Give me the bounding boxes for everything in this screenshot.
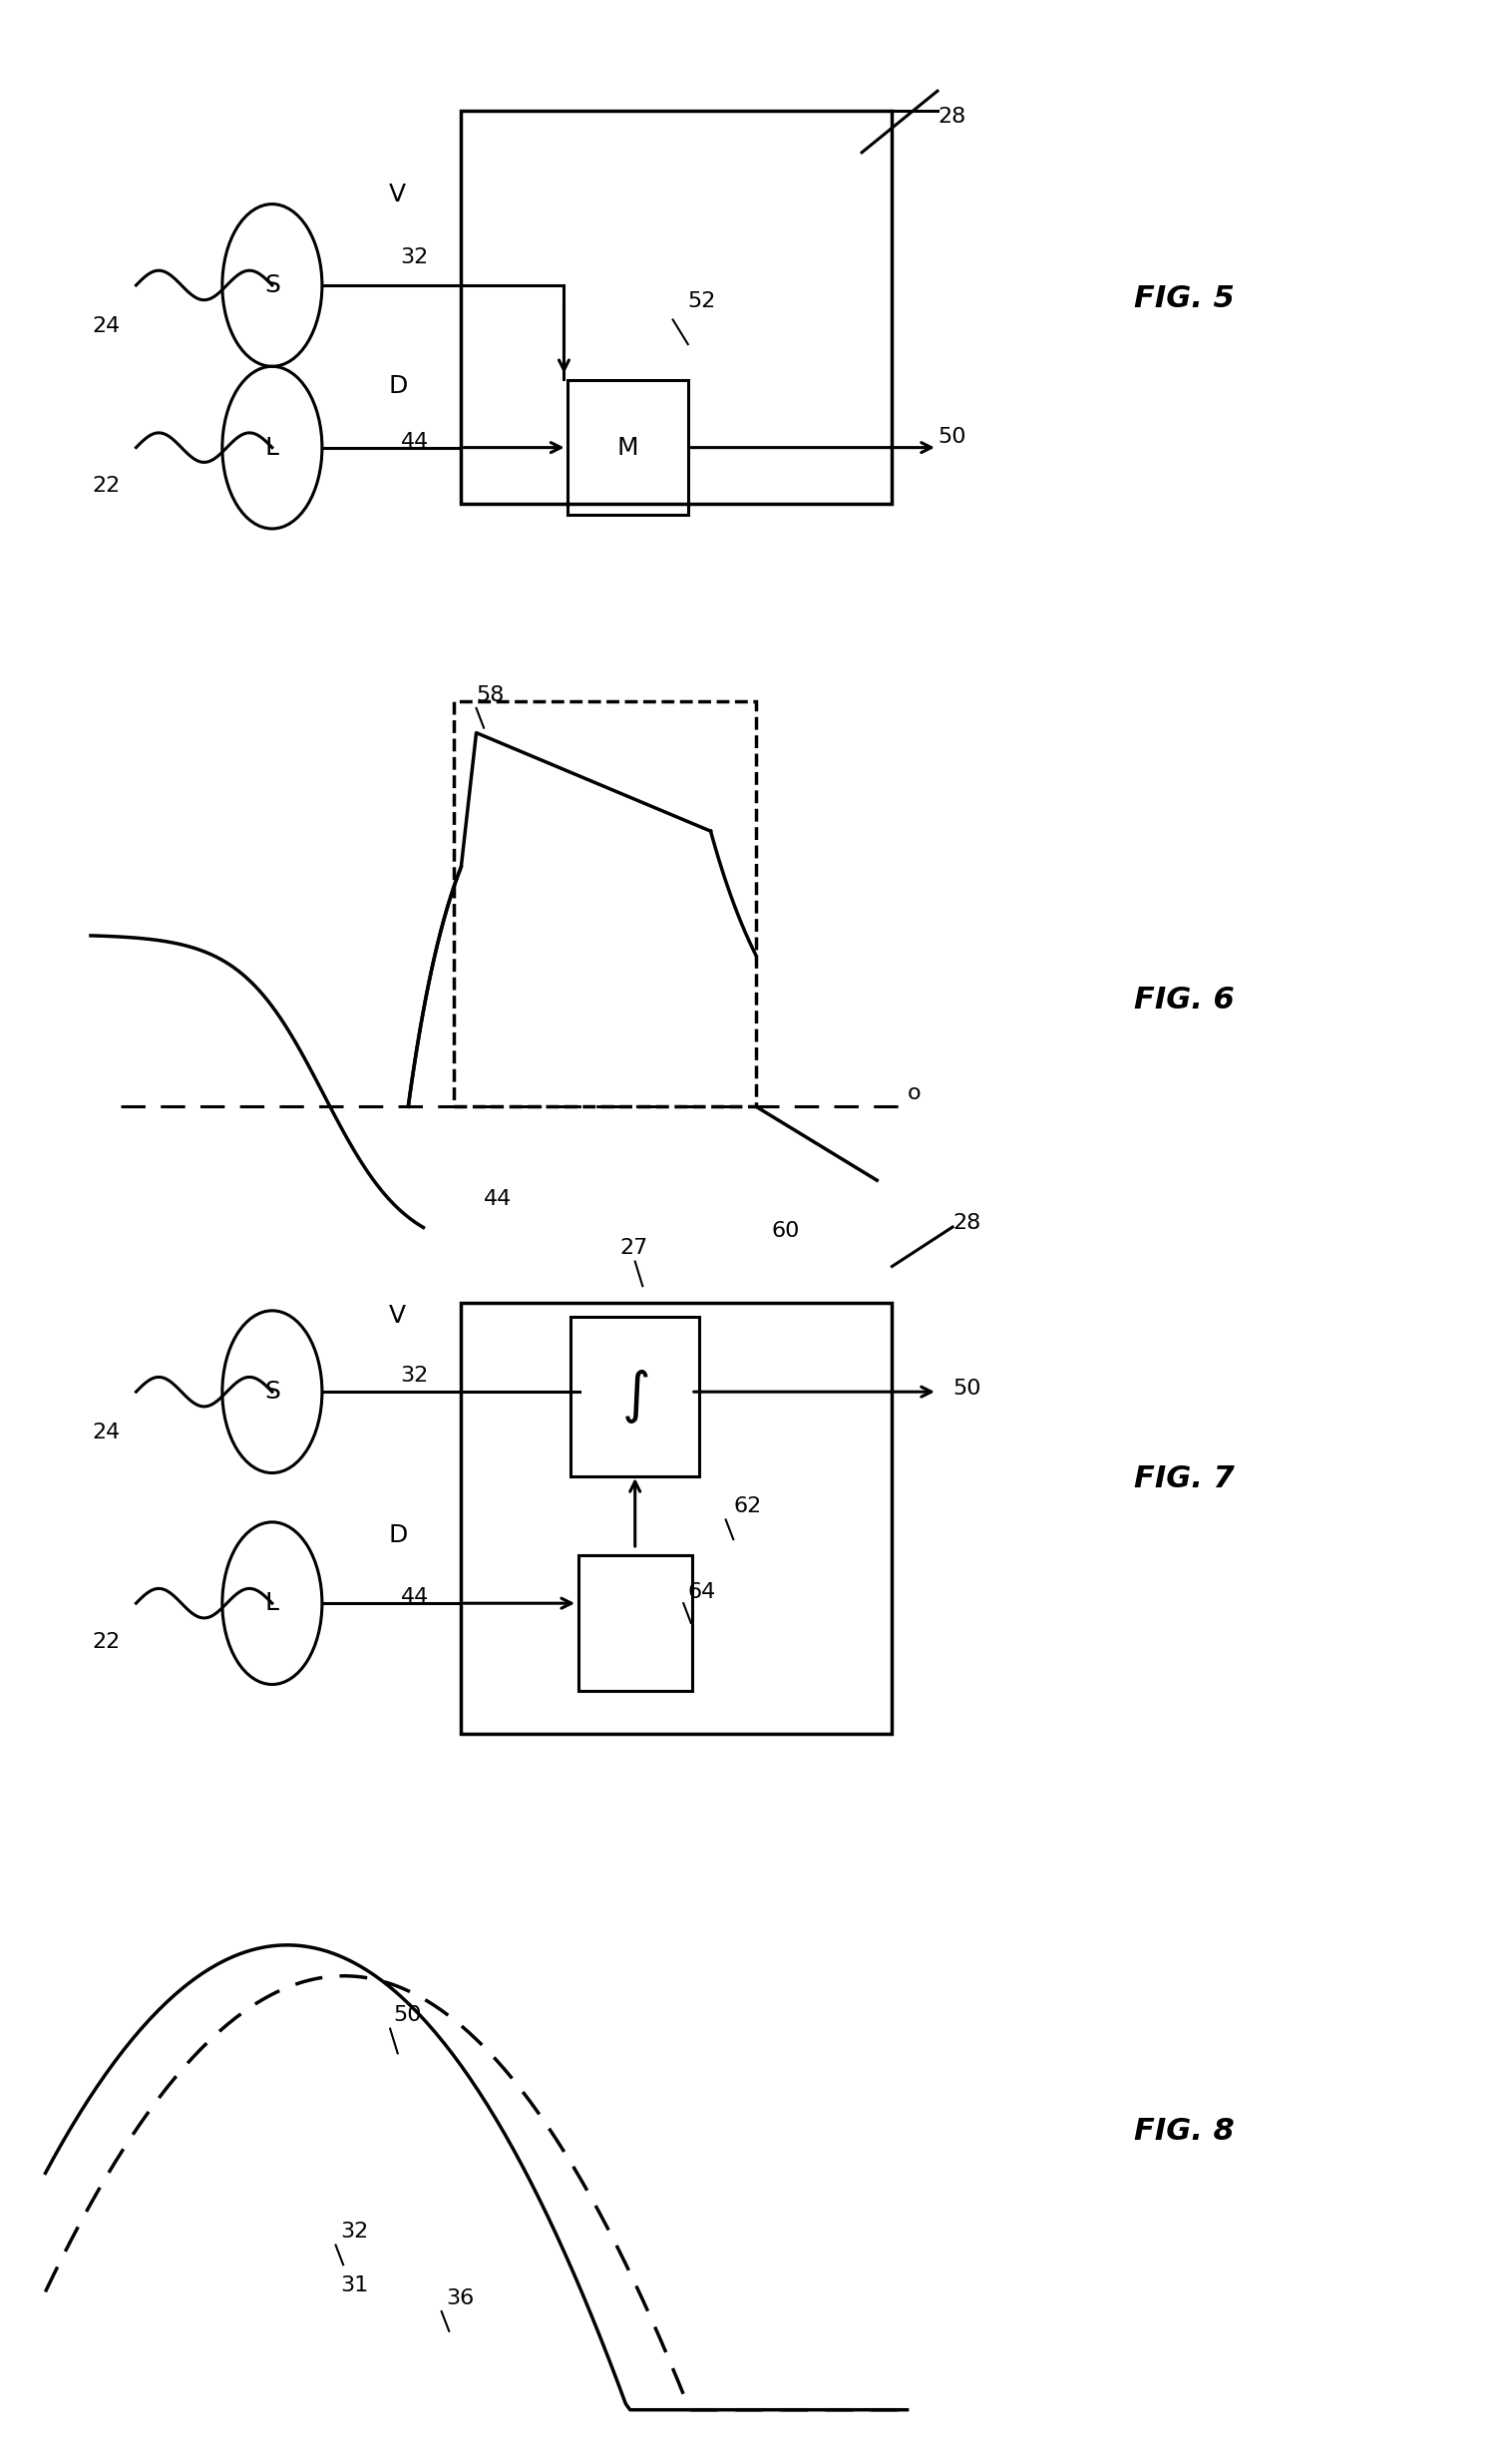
Text: 22: 22	[92, 1633, 119, 1652]
Text: 50: 50	[937, 428, 966, 448]
Text: 36: 36	[446, 2289, 475, 2309]
Text: 28: 28	[953, 1215, 981, 1234]
Text: 32: 32	[401, 1367, 429, 1387]
Text: V: V	[389, 1303, 407, 1328]
Text: L: L	[265, 435, 280, 460]
Text: S: S	[265, 273, 280, 298]
Text: FIG. 6: FIG. 6	[1134, 986, 1234, 1013]
Bar	[578, 1557, 692, 1692]
Text: 32: 32	[401, 248, 429, 268]
Text: 44: 44	[484, 1190, 513, 1210]
Bar	[454, 701, 756, 1107]
Text: 58: 58	[476, 686, 505, 706]
Text: M: M	[617, 435, 638, 460]
Text: o: o	[907, 1084, 921, 1104]
Text: 50: 50	[393, 2007, 422, 2026]
Text: FIG. 8: FIG. 8	[1134, 2117, 1234, 2144]
Bar	[570, 1318, 699, 1475]
Text: 60: 60	[771, 1222, 800, 1242]
Text: 50: 50	[953, 1379, 981, 1399]
Bar	[461, 111, 892, 504]
Text: L: L	[265, 1591, 280, 1616]
Text: 31: 31	[340, 2277, 369, 2297]
Text: V: V	[389, 182, 407, 207]
Text: 44: 44	[401, 1589, 429, 1608]
Bar	[567, 379, 688, 516]
Text: 24: 24	[92, 1424, 119, 1443]
Text: FIG. 7: FIG. 7	[1134, 1466, 1234, 1493]
Text: 32: 32	[340, 2223, 369, 2243]
Text: S: S	[265, 1379, 280, 1404]
Text: 62: 62	[733, 1498, 762, 1517]
Text: 22: 22	[92, 477, 119, 497]
Text: D: D	[389, 1522, 407, 1547]
Text: 27: 27	[620, 1239, 649, 1259]
Text: $\int$: $\int$	[621, 1367, 649, 1426]
Text: 24: 24	[92, 317, 119, 337]
Text: 44: 44	[401, 433, 429, 452]
Text: FIG. 5: FIG. 5	[1134, 285, 1234, 312]
Text: 64: 64	[688, 1584, 717, 1603]
Text: D: D	[389, 374, 407, 398]
Text: 28: 28	[937, 108, 966, 128]
Text: 52: 52	[688, 293, 717, 312]
Bar	[461, 1303, 892, 1734]
